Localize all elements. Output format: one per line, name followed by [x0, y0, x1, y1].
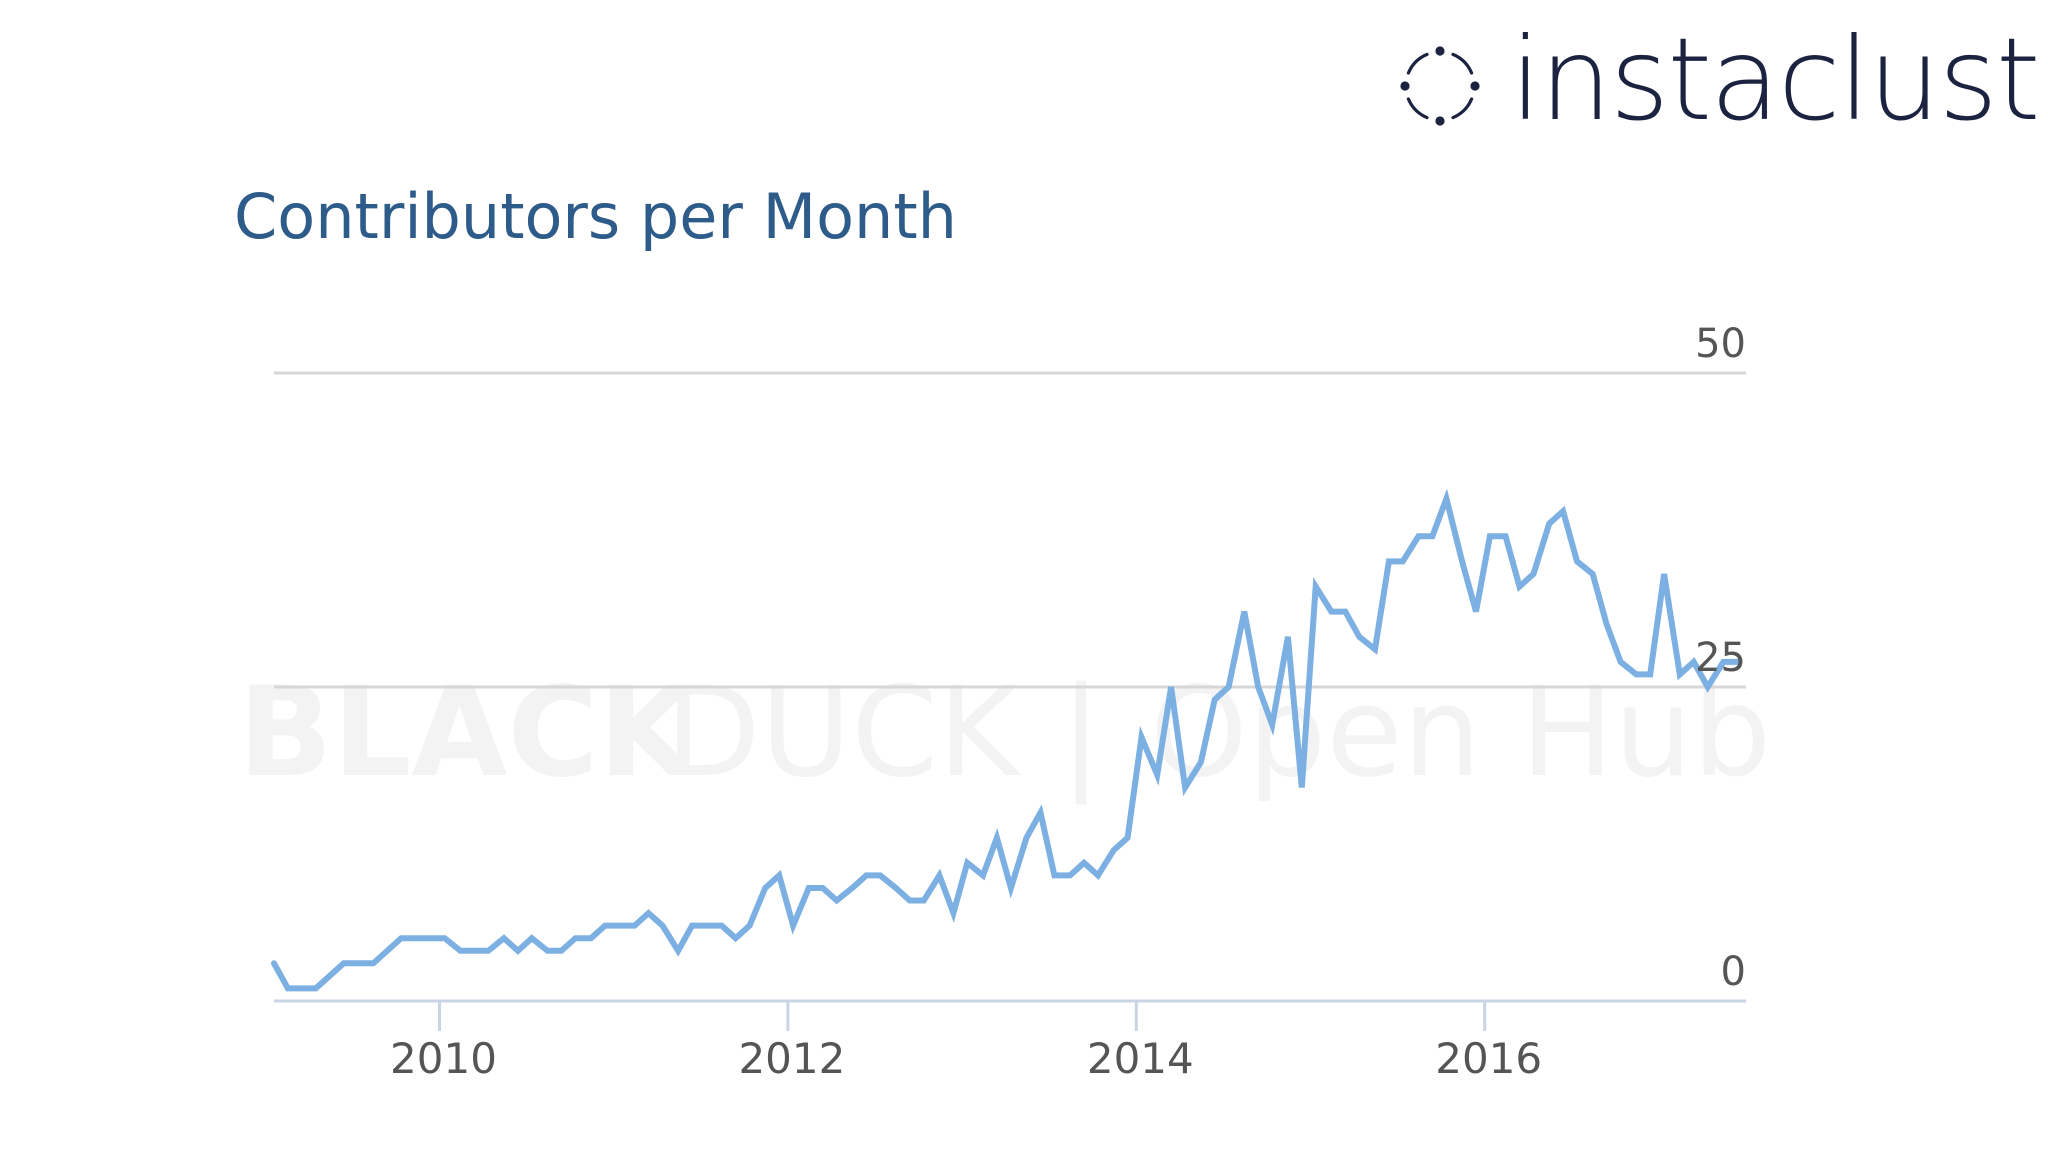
x-tick-label: 2010	[390, 1034, 497, 1083]
y-tick-label: 25	[1695, 635, 1746, 681]
gridlines	[274, 371, 1746, 1003]
dotted-ring-icon	[1400, 46, 1480, 126]
instaclustr-logo: instaclustr	[1398, 20, 2048, 144]
series-layer	[271, 488, 1741, 992]
series-line	[271, 488, 1741, 992]
y-axis-labels: 0 25 50	[1695, 321, 1746, 995]
blackduck-watermark: BLACK DUCK | Open Hub	[238, 661, 1771, 805]
watermark-product: Open Hub	[1150, 661, 1771, 805]
y-tick-label: 50	[1695, 321, 1746, 367]
x-tick-label: 2016	[1435, 1034, 1542, 1083]
logo-wordmark: instaclustr	[1510, 13, 2048, 146]
y-tick-label: 0	[1721, 949, 1746, 995]
x-axis: 2010 2012 2014 2016	[390, 1001, 1542, 1083]
chart-title: Contributors per Month	[234, 180, 957, 253]
x-tick-label: 2012	[738, 1034, 845, 1083]
x-tick-label: 2014	[1087, 1034, 1194, 1083]
watermark-divider: |	[1060, 661, 1102, 805]
watermark-light: DUCK	[665, 661, 1022, 805]
watermark-bold: BLACK	[238, 661, 698, 805]
